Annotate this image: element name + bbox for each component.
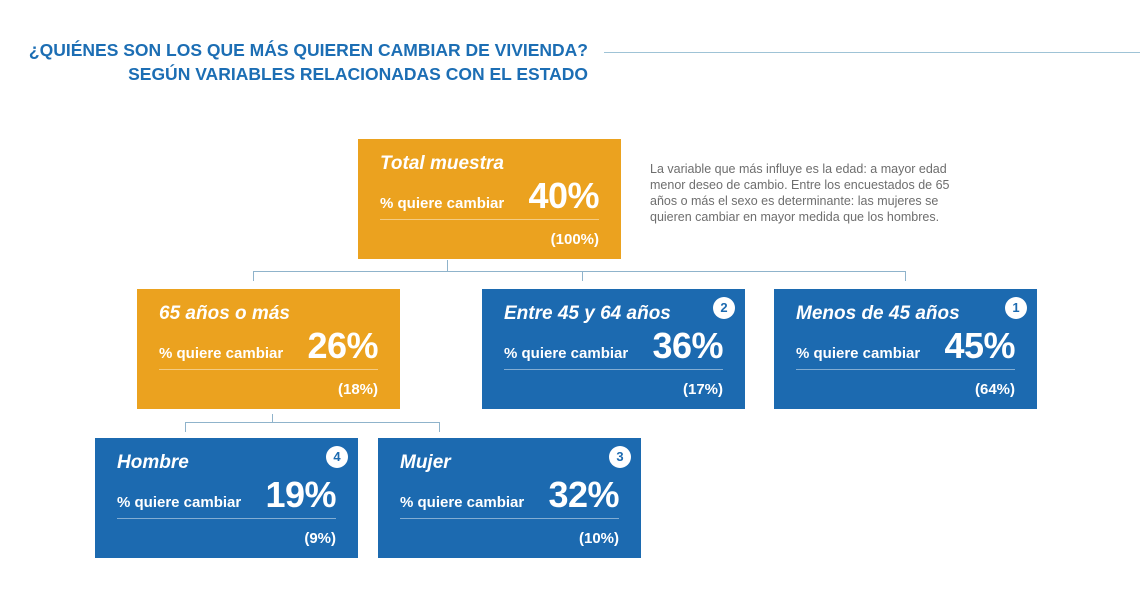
connector [253, 271, 906, 272]
node-percentage: 36% [652, 325, 723, 366]
title-line-2: SEGÚN VARIABLES RELACIONADAS CON EL ESTA… [128, 64, 588, 84]
node-name: 65 años o más [159, 303, 290, 324]
node-divider [504, 369, 723, 370]
node-label: % quiere cambiar [400, 494, 525, 511]
node-share: (10%) [578, 530, 619, 547]
node-divider [400, 518, 619, 519]
explanatory-note: La variable que más influye es la edad: … [650, 162, 950, 224]
node-label: % quiere cambiar [380, 195, 505, 212]
node-percentage: 45% [944, 325, 1015, 366]
node-divider [796, 369, 1015, 370]
connector [447, 260, 448, 271]
connector [272, 414, 273, 423]
node-name: Mujer [400, 452, 451, 473]
node-name: Total muestra [380, 153, 504, 174]
node-name: Hombre [117, 452, 189, 473]
node-percentage: 32% [548, 474, 619, 515]
node-hombre: Hombre 4 % quiere cambiar 19% (9%) [95, 438, 358, 558]
node-mujer: Mujer 3 % quiere cambiar 32% (10%) [378, 438, 641, 558]
node-divider [159, 369, 378, 370]
node-share: (17%) [682, 381, 723, 398]
node-share: (64%) [974, 381, 1015, 398]
node-name: Entre 45 y 64 años [504, 303, 671, 324]
connector [905, 271, 906, 281]
node-label: % quiere cambiar [117, 494, 242, 511]
node-label: % quiere cambiar [796, 345, 921, 362]
node-entre-45-y-64: Entre 45 y 64 años 2 % quiere cambiar 36… [482, 289, 745, 409]
connector [582, 271, 583, 281]
title-divider [604, 52, 1140, 53]
node-divider [117, 518, 336, 519]
node-label: % quiere cambiar [504, 345, 629, 362]
rank-badge: 1 [1005, 297, 1027, 319]
node-label: % quiere cambiar [159, 345, 284, 362]
node-percentage: 26% [307, 325, 378, 366]
node-divider [380, 219, 599, 220]
node-share: (9%) [304, 530, 336, 547]
connector [439, 422, 440, 432]
node-share: (18%) [337, 381, 378, 398]
node-total-muestra: Total muestra % quiere cambiar 40% (100%… [358, 139, 621, 259]
page-title: ¿QUIÉNES SON LOS QUE MÁS QUIEREN CAMBIAR… [12, 38, 588, 86]
rank-badge: 3 [609, 446, 631, 468]
node-65-o-mas: 65 años o más % quiere cambiar 26% (18%) [137, 289, 400, 409]
connector [185, 422, 440, 423]
node-name: Menos de 45 años [796, 303, 960, 324]
connector [253, 271, 254, 281]
node-percentage: 19% [265, 474, 336, 515]
node-percentage: 40% [528, 175, 599, 216]
rank-badge: 2 [713, 297, 735, 319]
connector [185, 422, 186, 432]
rank-badge: 4 [326, 446, 348, 468]
node-share: (100%) [550, 231, 599, 248]
node-menos-de-45: Menos de 45 años 1 % quiere cambiar 45% … [774, 289, 1037, 409]
title-line-1: ¿QUIÉNES SON LOS QUE MÁS QUIEREN CAMBIAR… [28, 40, 588, 60]
